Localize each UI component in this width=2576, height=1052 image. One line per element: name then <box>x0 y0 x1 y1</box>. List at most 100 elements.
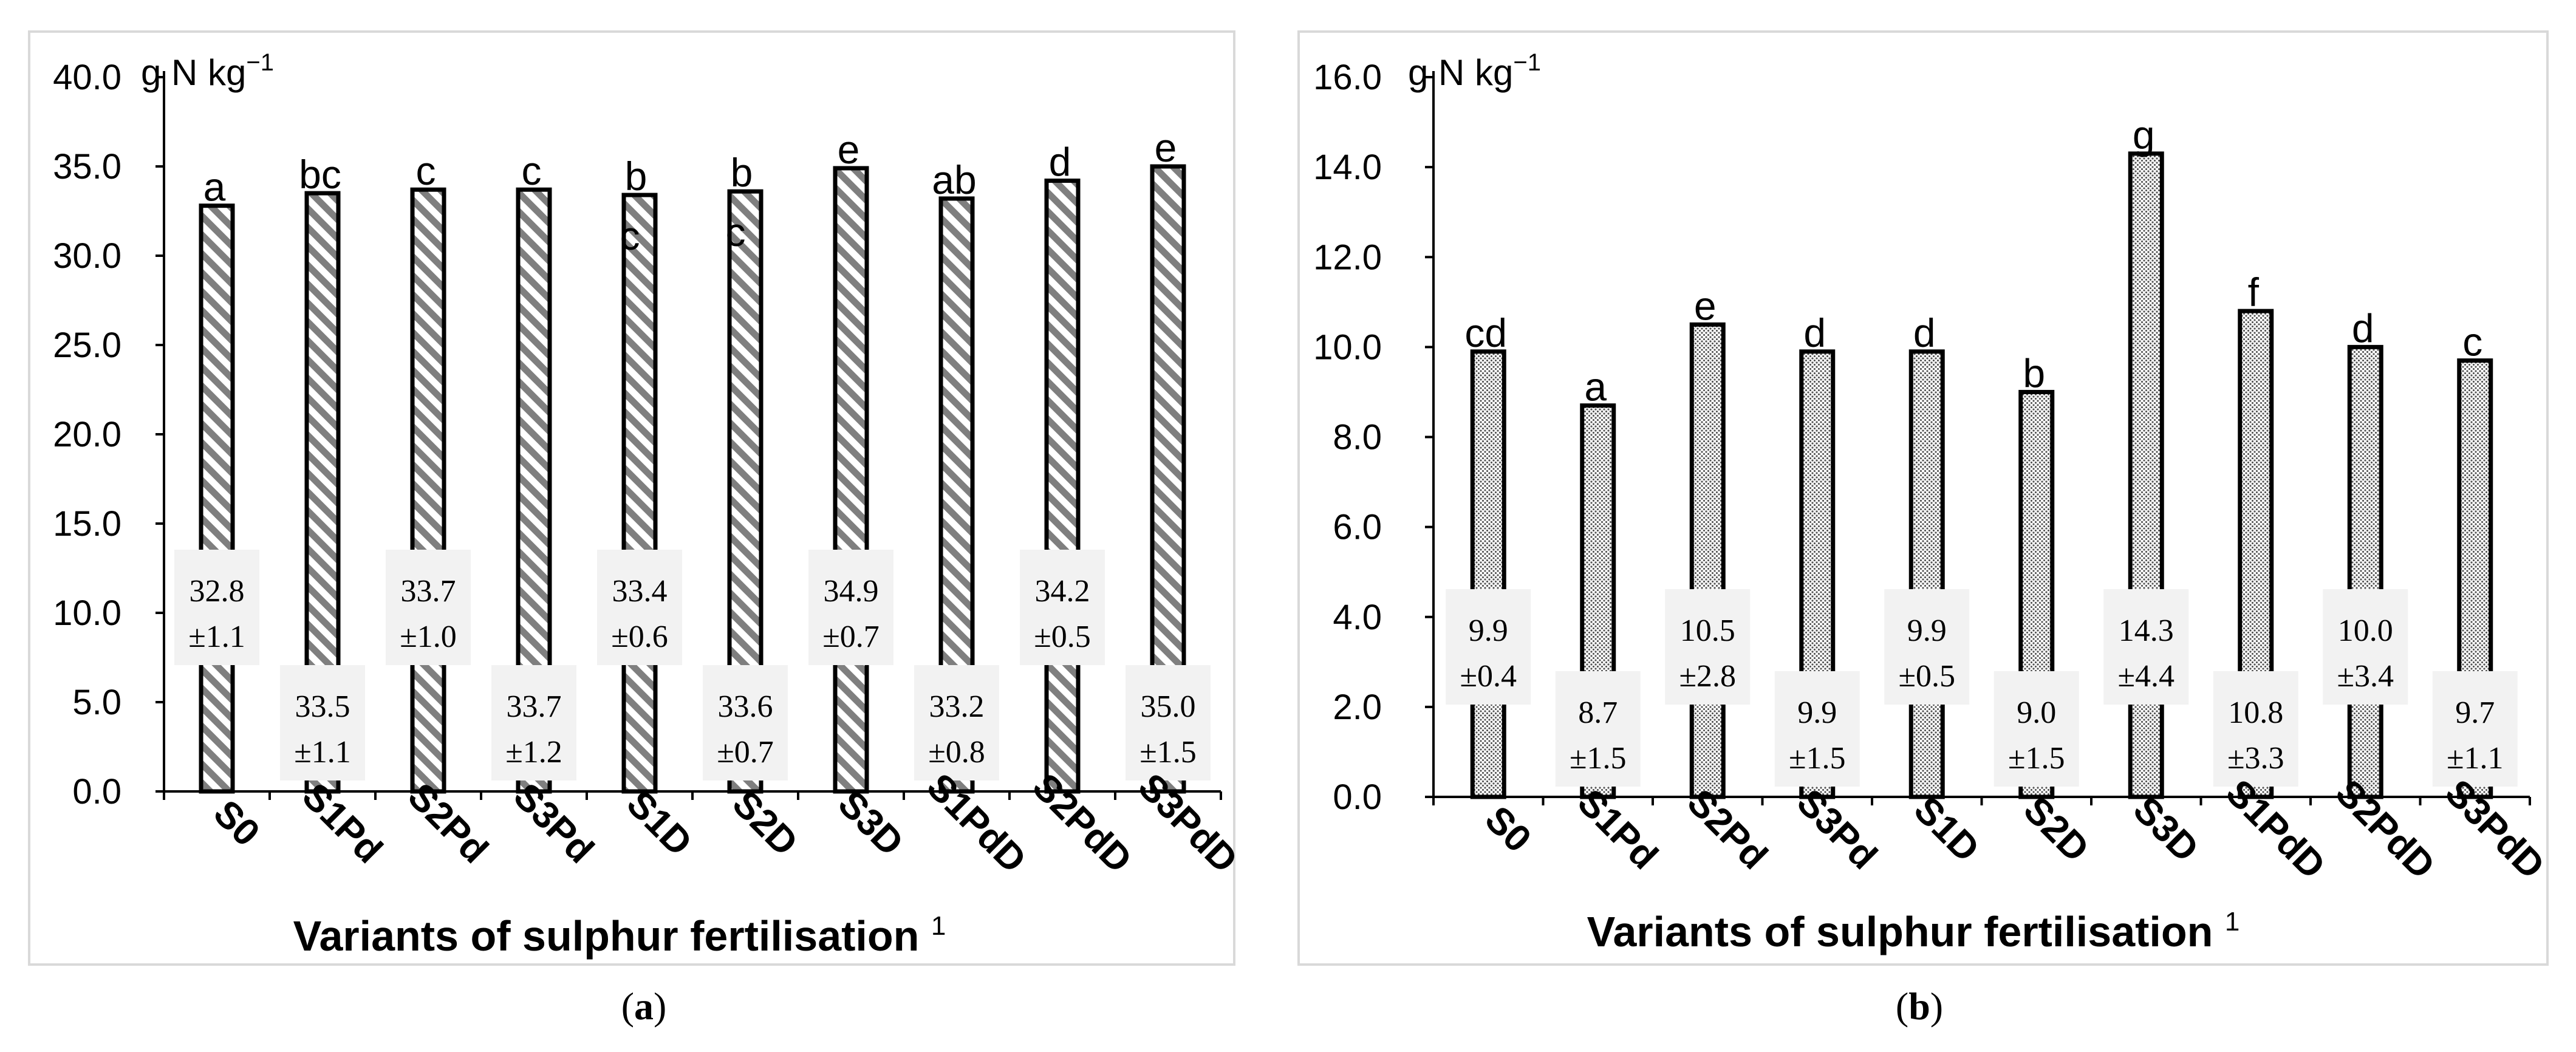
value-label: 34.2 <box>1035 574 1090 609</box>
significance-letter: d <box>1049 140 1071 185</box>
y-tick-label: 0.0 <box>1333 777 1382 817</box>
value-label-box <box>914 665 999 780</box>
y-tick-label: 2.0 <box>1333 688 1382 727</box>
bar-S1D <box>1908 349 1945 799</box>
value-label: 35.0 <box>1141 689 1196 724</box>
value-label: 9.7 <box>2455 695 2495 730</box>
sd-label: ±0.7 <box>822 620 880 654</box>
significance-letter: g <box>2133 112 2155 157</box>
value-label-box <box>2432 671 2518 787</box>
value-label: 33.5 <box>295 689 350 724</box>
bar-S2Pd <box>1689 322 1726 799</box>
value-label: 33.2 <box>929 689 985 724</box>
category-label: S2PdD <box>1024 765 1139 881</box>
y-unit-exponent: −1 <box>246 49 274 76</box>
value-label-box <box>491 665 576 780</box>
sd-label: ±4.4 <box>2117 659 2175 694</box>
y-tick-label: 40.0 <box>53 58 121 97</box>
sd-label: ±1.5 <box>1789 741 1846 776</box>
significance-letter: d <box>1803 310 1826 355</box>
bar-S0 <box>199 203 235 794</box>
category-label: S0 <box>205 792 267 854</box>
y-tick-label: 10.0 <box>53 593 121 633</box>
significance-letter: b <box>731 150 753 195</box>
y-tick-label: 14.0 <box>1313 148 1382 187</box>
value-label-box <box>1446 589 1531 705</box>
category-label: S2D <box>724 782 805 864</box>
significance-letter: c <box>522 148 542 193</box>
x-axis-title: Variants of sulphur fertilisation 1 <box>293 911 946 960</box>
value-label: 33.6 <box>718 689 773 724</box>
category-label: S1D <box>1906 788 1987 870</box>
category-label: S3Pd <box>505 775 601 871</box>
panel-a-letter: a <box>634 985 654 1028</box>
value-label: 33.4 <box>612 574 668 609</box>
y-tick-label: 8.0 <box>1333 418 1382 457</box>
significance-letter: e <box>1694 283 1717 328</box>
value-label: 10.0 <box>2338 613 2393 648</box>
y-tick-label: 4.0 <box>1333 598 1382 637</box>
category-label: S0 <box>1477 798 1539 860</box>
y-tick-label: 16.0 <box>1313 58 1382 97</box>
value-label-box <box>280 665 365 780</box>
value-label-box <box>2213 671 2298 787</box>
value-label-box <box>386 550 471 665</box>
sd-label: ±1.1 <box>2447 741 2504 776</box>
category-label: S1D <box>618 782 700 864</box>
y-tick-label: 20.0 <box>53 415 121 454</box>
category-label: S3PdD <box>2437 771 2552 887</box>
sd-label: ±1.5 <box>1139 735 1197 770</box>
value-label: 33.7 <box>401 574 456 609</box>
value-label-box <box>597 550 682 665</box>
bar-S0 <box>1470 349 1506 799</box>
panel-b-plot: 0.0 2.0 4.0 6.0 8.0 10.0 12.0 14.0 16.0 g N kg−1 c… <box>1313 49 2552 955</box>
significance-letter: d <box>1913 310 1936 355</box>
y-tick-label: 15.0 <box>53 504 121 544</box>
significance-letter: ab <box>932 157 976 202</box>
value-label-box <box>1993 671 2079 787</box>
significance-letter: c <box>726 210 746 254</box>
sd-label: ±1.1 <box>294 735 351 770</box>
sd-label: ±2.8 <box>1679 659 1736 694</box>
sd-label: ±3.4 <box>2337 659 2394 694</box>
category-label: S3PdD <box>1130 765 1245 881</box>
value-label-box <box>703 665 788 780</box>
sd-label: ±0.4 <box>1460 659 1517 694</box>
bar-S2PdD <box>2347 344 2383 799</box>
sd-label: ±1.1 <box>188 620 245 654</box>
value-label: 10.8 <box>2228 695 2283 730</box>
value-label: 10.5 <box>1680 613 1735 648</box>
value-label-box <box>174 550 259 665</box>
sd-label: ±3.3 <box>2227 741 2284 776</box>
panel-b-letter: b <box>1908 985 1930 1028</box>
y-tick-label: 10.0 <box>1313 327 1382 367</box>
value-label-box <box>1555 671 1641 787</box>
panel-b-caption: (b) <box>1895 985 1944 1028</box>
value-label: 9.9 <box>1469 613 1508 648</box>
y-unit-label: g N kg−1 <box>141 49 274 93</box>
category-label: S2PdD <box>2328 771 2443 887</box>
sd-label: ±0.7 <box>717 735 774 770</box>
value-label-box <box>2323 589 2408 705</box>
significance-letter: cd <box>1464 310 1507 355</box>
category-label: S1PdD <box>918 765 1034 881</box>
category-label: S3D <box>830 782 911 864</box>
y-tick-label: 25.0 <box>53 326 121 365</box>
y-tick-label: 6.0 <box>1333 508 1382 547</box>
sd-label: ±0.6 <box>611 620 668 654</box>
significance-letter: c <box>2462 319 2482 364</box>
value-label-box <box>808 550 893 665</box>
value-label: 32.8 <box>190 574 245 609</box>
significance-letter: e <box>838 127 860 172</box>
category-label: S1PdD <box>2218 771 2333 887</box>
panel-a-plot: 0.0 5.0 10.0 15.0 20.0 25.0 30.0 35.0 40.0 g N kg… <box>53 49 1245 960</box>
bar-S2Pd <box>410 187 446 794</box>
value-label-box <box>1020 550 1105 665</box>
significance-letter: f <box>2248 270 2260 315</box>
value-label-box <box>1884 589 1970 705</box>
value-label: 9.0 <box>2017 695 2056 730</box>
y-tick-label: 12.0 <box>1313 237 1382 277</box>
x-axis-title-superscript: 1 <box>931 911 946 941</box>
sd-label: ±0.5 <box>1898 659 1955 694</box>
